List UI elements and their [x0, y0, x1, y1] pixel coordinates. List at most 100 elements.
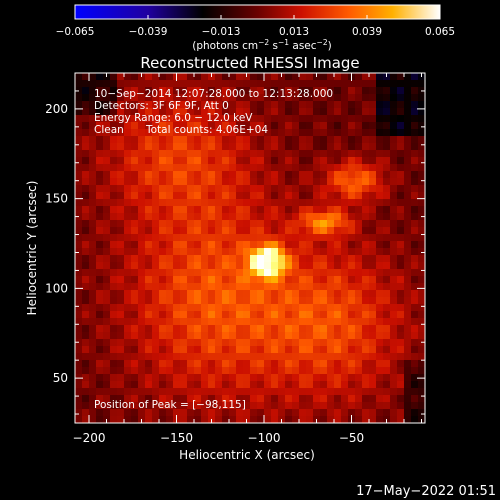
heatmap-cell — [243, 367, 251, 375]
heatmap-cell — [250, 136, 258, 144]
heatmap-cell — [306, 143, 314, 151]
heatmap-cell — [138, 339, 146, 347]
heatmap-cell — [334, 248, 342, 256]
heatmap-cell — [229, 388, 237, 396]
heatmap-cell — [348, 164, 356, 172]
heatmap-cell — [285, 248, 293, 256]
heatmap-cell — [264, 339, 272, 347]
heatmap-cell — [138, 346, 146, 354]
heatmap-cell — [173, 241, 181, 249]
heatmap-cell — [376, 185, 384, 193]
heatmap-cell — [292, 136, 300, 144]
heatmap-cell — [117, 290, 125, 298]
heatmap-cell — [264, 332, 272, 340]
heatmap-cell — [306, 388, 314, 396]
heatmap-cell — [348, 185, 356, 193]
heatmap-cell — [376, 269, 384, 277]
heatmap-cell — [145, 227, 153, 235]
heatmap-cell — [110, 87, 118, 95]
heatmap-cell — [131, 87, 139, 95]
heatmap-cell — [110, 94, 118, 102]
heatmap-cell — [187, 381, 195, 389]
heatmap-cell — [320, 220, 328, 228]
heatmap-cell — [201, 409, 209, 417]
heatmap-cell — [229, 171, 237, 179]
heatmap-cell — [236, 178, 244, 186]
heatmap-cell — [180, 416, 188, 423]
heatmap-cell — [418, 395, 425, 403]
heatmap-cell — [110, 213, 118, 221]
heatmap-cell — [194, 122, 202, 130]
heatmap-cell — [390, 290, 398, 298]
heatmap-cell — [411, 73, 419, 81]
heatmap-cell — [264, 269, 272, 277]
heatmap-cell — [96, 73, 104, 81]
y-tick-label: 100 — [45, 281, 68, 295]
heatmap-cell — [152, 206, 160, 214]
heatmap-cell — [152, 402, 160, 410]
heatmap-cell — [152, 143, 160, 151]
heatmap-cell — [390, 248, 398, 256]
heatmap-cell — [278, 143, 286, 151]
heatmap-cell — [110, 73, 118, 81]
heatmap-cell — [369, 192, 377, 200]
heatmap-cell — [180, 283, 188, 291]
heatmap-cell — [327, 192, 335, 200]
heatmap-cell — [292, 80, 300, 88]
heatmap-cell — [110, 269, 118, 277]
heatmap-cell — [292, 290, 300, 298]
heatmap-cell — [320, 346, 328, 354]
heatmap-cell — [124, 374, 132, 382]
heatmap-cell — [369, 311, 377, 319]
heatmap-cell — [299, 388, 307, 396]
heatmap-cell — [390, 122, 398, 130]
heatmap-cell — [299, 108, 307, 116]
heatmap-cell — [271, 402, 279, 410]
heatmap-cell — [341, 283, 349, 291]
heatmap-cell — [362, 325, 370, 333]
heatmap-cell — [411, 269, 419, 277]
heatmap-cell — [418, 290, 425, 298]
heatmap-cell — [215, 388, 223, 396]
heatmap-cell — [180, 318, 188, 326]
heatmap-cell — [194, 339, 202, 347]
heatmap-cell — [110, 283, 118, 291]
heatmap-cell — [96, 234, 104, 242]
heatmap-cell — [117, 192, 125, 200]
heatmap-cell — [397, 192, 405, 200]
heatmap-cell — [138, 122, 146, 130]
heatmap-cell — [208, 360, 216, 368]
heatmap-cell — [124, 157, 132, 165]
heatmap-cell — [110, 220, 118, 228]
heatmap-cell — [404, 220, 412, 228]
heatmap-cell — [299, 150, 307, 158]
heatmap-cell — [341, 206, 349, 214]
heatmap-cell — [75, 311, 83, 319]
heatmap-cell — [292, 178, 300, 186]
heatmap-cell — [383, 381, 391, 389]
heatmap-cell — [292, 220, 300, 228]
heatmap-cell — [327, 115, 335, 123]
heatmap-cell — [89, 304, 97, 312]
heatmap-cell — [215, 339, 223, 347]
heatmap-cell — [292, 276, 300, 284]
heatmap-cell — [292, 262, 300, 270]
heatmap-cell — [159, 395, 167, 403]
heatmap-cell — [334, 164, 342, 172]
heatmap-cell — [187, 143, 195, 151]
heatmap-cell — [124, 367, 132, 375]
heatmap-cell — [362, 213, 370, 221]
heatmap-cell — [131, 367, 139, 375]
heatmap-cell — [124, 395, 132, 403]
heatmap-cell — [348, 290, 356, 298]
heatmap-cell — [390, 325, 398, 333]
heatmap-cell — [96, 136, 104, 144]
heatmap-cell — [327, 304, 335, 312]
heatmap-cell — [201, 213, 209, 221]
heatmap-cell — [362, 339, 370, 347]
heatmap-cell — [320, 108, 328, 116]
heatmap-cell — [348, 367, 356, 375]
heatmap-cell — [75, 339, 83, 347]
heatmap-cell — [82, 80, 90, 88]
